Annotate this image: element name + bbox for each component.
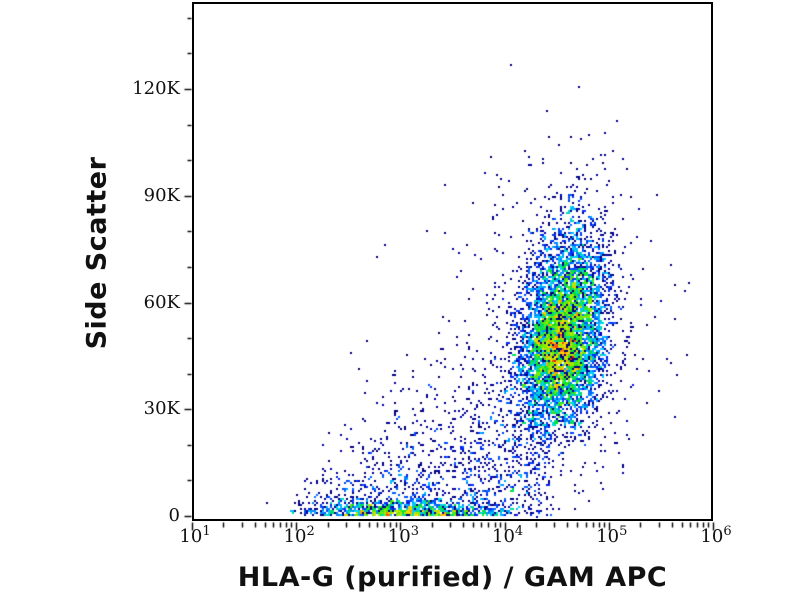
y-tick-label-0: 0 [168, 505, 180, 526]
y-tick-label-90K: 90K [143, 184, 180, 206]
y-axis-title: Side Scatter [81, 156, 113, 350]
y-tick-label-30K: 30K [143, 398, 180, 420]
x-tick-label-10e1: 101 [179, 524, 211, 547]
y-tick-label-120K: 120K [132, 78, 180, 99]
x-tick-label-10e6: 106 [700, 524, 732, 547]
x-axis-title: HLA-G (purified) / GAM APC [237, 562, 668, 593]
x-tick-label-10e4: 104 [492, 524, 524, 547]
x-tick-label-10e5: 105 [596, 524, 628, 547]
x-tick-label-10e2: 102 [283, 524, 315, 547]
y-tick-label-60K: 60K [143, 291, 180, 313]
x-tick-label-10e3: 103 [387, 524, 419, 547]
